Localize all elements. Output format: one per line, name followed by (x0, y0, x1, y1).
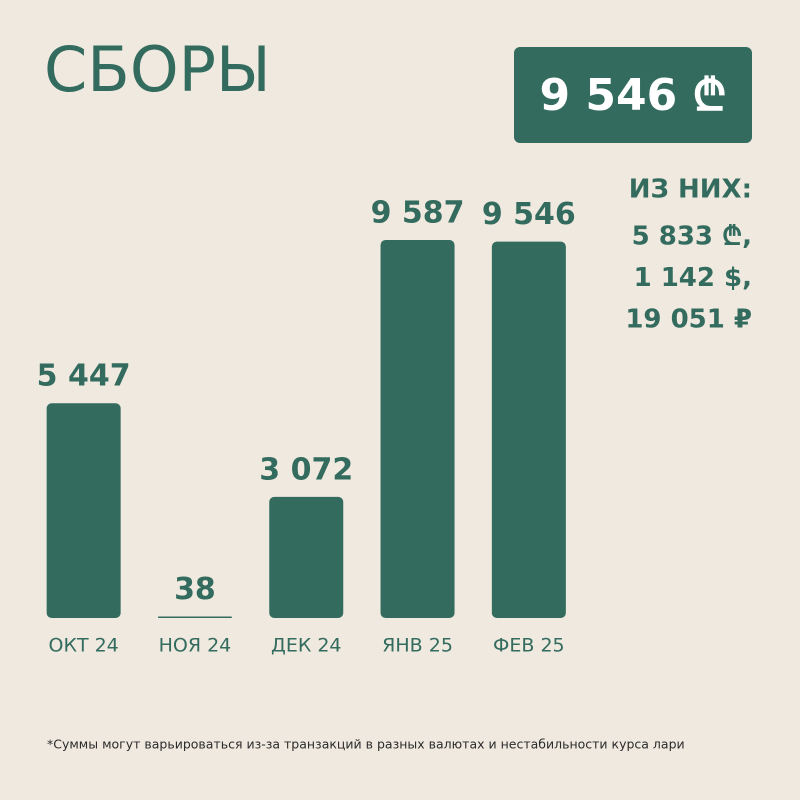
value-label: 5 447 (37, 359, 131, 394)
bar (157, 616, 232, 618)
x-tick-label: ДЕК 24 (271, 635, 342, 657)
breakdown-item: 5 833 ₾, (632, 222, 752, 252)
x-tick-label: НОЯ 24 (159, 635, 232, 657)
value-label: 9 546 (482, 197, 576, 232)
value-label: 3 072 (259, 452, 353, 487)
breakdown-item: 1 142 $, (634, 263, 752, 293)
bar (269, 496, 344, 618)
x-tick-label: ЯНВ 25 (382, 635, 453, 657)
bar (380, 240, 455, 618)
chart-title: СБОРЫ (44, 33, 271, 106)
total: 9 546 ₾ (539, 70, 726, 121)
total-box (514, 47, 752, 143)
breakdown-title: ИЗ НИХ: (629, 175, 752, 205)
value-label: 38 (174, 572, 216, 607)
x-tick-label: ОКТ 24 (49, 635, 119, 657)
breakdown-item: 19 051 ₽ (625, 305, 752, 335)
footnote: *Суммы могут варьироваться из-за транзак… (47, 737, 685, 752)
value-label: 9 587 (371, 196, 465, 231)
x-tick-label: ФЕВ 25 (493, 635, 565, 657)
bar (46, 403, 121, 618)
bar (491, 241, 566, 618)
